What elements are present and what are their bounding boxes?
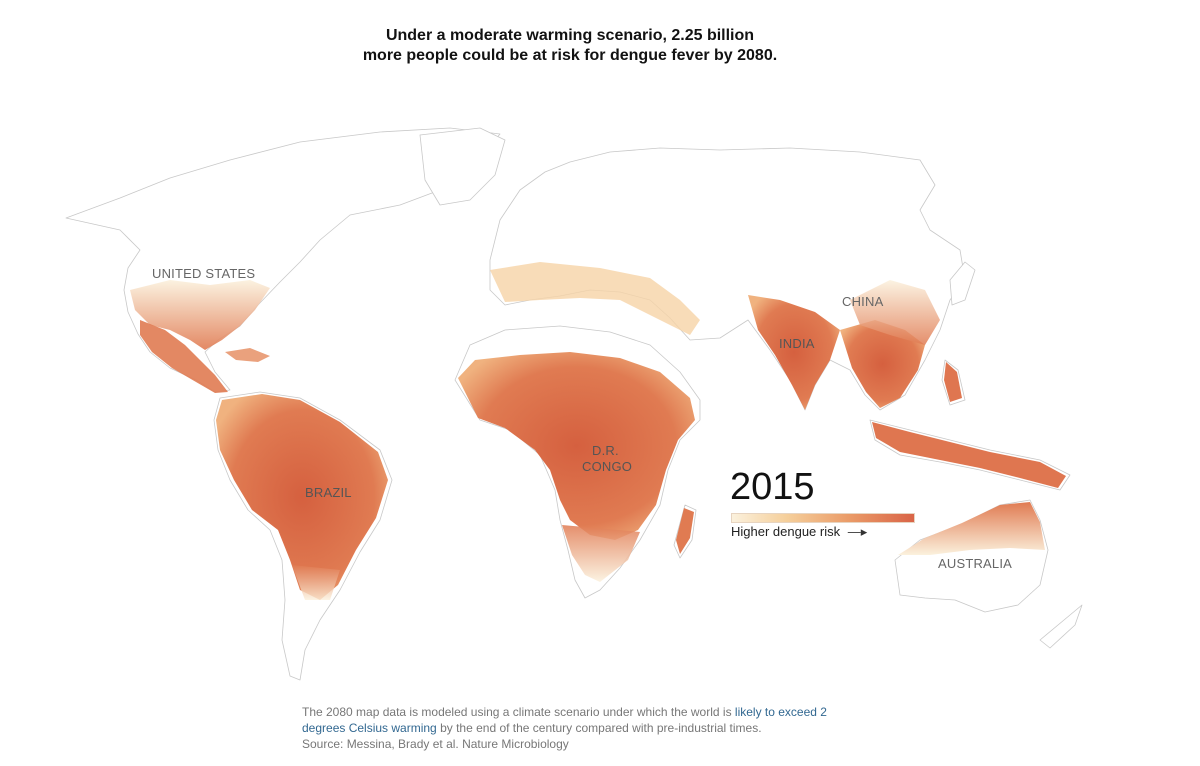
risk-indonesia (872, 422, 1066, 488)
source-line: Source: Messina, Brady et al. Nature Mic… (302, 737, 569, 751)
right-arrow-icon: —▸ (847, 524, 868, 539)
risk-africa (458, 352, 695, 540)
year-label: 2015 (730, 466, 815, 508)
footnote-text-before: The 2080 map data is modeled using a cli… (302, 705, 735, 719)
risk-southeast-asia (840, 320, 925, 408)
risk-areas (130, 262, 1066, 600)
risk-caribbean (225, 348, 270, 362)
label-united-states: UNITED STATES (152, 266, 255, 281)
chart-title: Under a moderate warming scenario, 2.25 … (0, 26, 1140, 66)
risk-india (748, 295, 840, 410)
label-india: INDIA (779, 336, 815, 351)
risk-philippines (944, 362, 962, 402)
footnote: The 2080 map data is modeled using a cli… (302, 704, 862, 752)
label-brazil: BRAZIL (305, 485, 352, 500)
title-line-1: Under a moderate warming scenario, 2.25 … (385, 27, 755, 44)
risk-us-south (130, 280, 270, 350)
country-labels: UNITED STATES CHINA INDIA BRAZIL D.R. CO… (152, 266, 1012, 571)
title-line-2: more people could be at risk for dengue … (362, 47, 778, 64)
legend-gradient-bar (731, 513, 915, 523)
label-australia: AUSTRALIA (938, 556, 1012, 571)
risk-south-america-fade (292, 565, 340, 600)
risk-china (850, 280, 940, 345)
risk-central-america (140, 320, 228, 393)
label-dr-congo-1: D.R. (592, 443, 619, 458)
new-zealand-outline (1039, 604, 1083, 649)
greenland-outline (419, 127, 506, 206)
legend-label: Higher dengue risk (731, 524, 841, 539)
risk-africa-south-fade (562, 525, 640, 582)
footnote-link[interactable]: likely to exceed 2 degrees Celsius warmi… (302, 705, 827, 735)
legend: Higher dengue risk —▸ (731, 524, 867, 540)
risk-australia (898, 502, 1045, 555)
footnote-text-after: by the end of the century compared with … (436, 721, 762, 735)
japan-outline (949, 261, 976, 306)
risk-south-america (216, 394, 388, 600)
risk-madagascar (676, 508, 694, 554)
risk-mediterranean (490, 262, 700, 335)
label-dr-congo-2: CONGO (582, 459, 632, 474)
label-china: CHINA (842, 294, 884, 309)
